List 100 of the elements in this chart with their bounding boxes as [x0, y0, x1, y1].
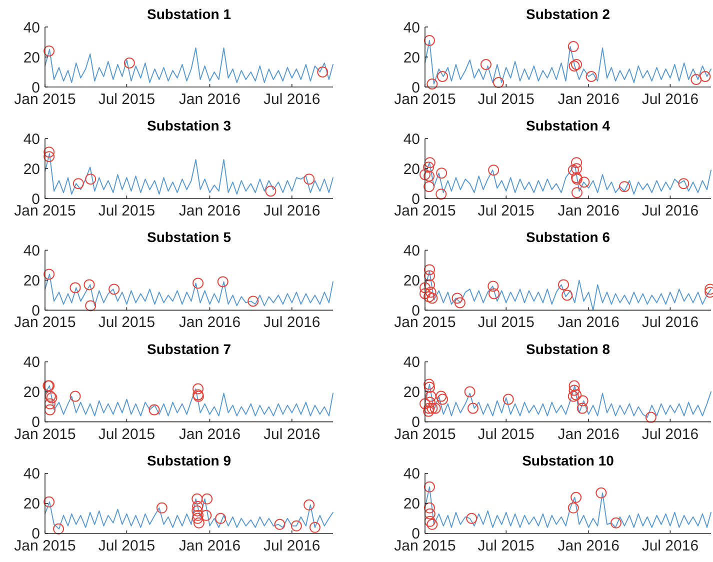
x-tick-label: Jul 2015 — [478, 91, 534, 108]
point — [424, 508, 436, 520]
point — [426, 518, 438, 530]
point — [44, 398, 56, 410]
point — [290, 520, 302, 532]
chart-title: Substation 6 — [526, 229, 610, 246]
point — [678, 178, 690, 190]
chart-title: Substation 2 — [526, 6, 610, 22]
point — [618, 181, 630, 192]
chart-title: Substation 9 — [146, 452, 232, 468]
x-tick-label: Jul 2016 — [264, 537, 320, 554]
y-tick-label: 40 — [403, 19, 420, 36]
point — [424, 402, 435, 414]
point — [502, 394, 514, 405]
point — [70, 390, 81, 402]
y-tick-label: 0 — [32, 526, 40, 543]
x-tick-label: Jul 2016 — [264, 202, 320, 220]
x-tick-label: Jan 2016 — [558, 202, 620, 220]
point — [576, 402, 588, 414]
point — [424, 270, 435, 282]
x-tick-label: Jul 2015 — [478, 314, 534, 332]
y-tick-label: 20 — [403, 49, 420, 66]
point — [424, 35, 435, 46]
y-tick-label: 40 — [403, 130, 420, 148]
y-tick-label: 20 — [403, 272, 420, 290]
x-tick-label: Jan 2016 — [178, 202, 241, 220]
point — [436, 71, 448, 82]
point — [202, 493, 213, 504]
point — [304, 499, 315, 510]
y-tick-label: 0 — [412, 79, 420, 96]
y-tick-label: 40 — [23, 242, 40, 260]
point — [424, 481, 435, 492]
x-tick-label: Jan 2016 — [178, 537, 241, 554]
y-tick-label: 40 — [403, 354, 420, 372]
y-tick-label: 0 — [32, 302, 40, 320]
y-tick-label: 20 — [23, 496, 40, 513]
point — [84, 279, 95, 290]
x-tick-label: Jul 2016 — [642, 202, 699, 220]
y-tick-label: 0 — [412, 190, 420, 208]
point — [44, 146, 55, 158]
x-tick-label: Jul 2016 — [642, 314, 699, 332]
x-tick-label: Jul 2015 — [98, 314, 156, 332]
point — [44, 151, 55, 162]
point — [124, 58, 135, 68]
point — [426, 402, 438, 414]
x-tick-label: Jan 2016 — [178, 314, 241, 332]
point — [464, 386, 476, 398]
point — [424, 516, 436, 527]
point — [420, 169, 430, 180]
point — [424, 170, 435, 182]
y-tick-label: 0 — [412, 526, 420, 543]
chart-title: Substation 5 — [146, 229, 232, 246]
point — [430, 402, 441, 414]
point — [436, 188, 447, 200]
point — [85, 300, 96, 312]
point — [568, 380, 580, 392]
point — [568, 502, 579, 514]
x-tick-label: Jul 2015 — [478, 202, 534, 220]
point — [568, 384, 580, 396]
point — [44, 496, 55, 508]
point — [53, 523, 64, 534]
y-tick-label: 0 — [32, 414, 40, 432]
y-tick-label: 40 — [23, 354, 40, 372]
point — [192, 505, 203, 516]
chart-title: Substation 7 — [146, 340, 232, 357]
point — [568, 60, 580, 72]
point — [70, 282, 81, 294]
point — [578, 176, 590, 188]
x-tick-label: Jan 2016 — [178, 426, 241, 443]
x-tick-label: Jul 2015 — [98, 537, 156, 554]
point — [690, 74, 702, 85]
point — [596, 487, 607, 498]
point — [586, 71, 597, 82]
chart-title: Substation 8 — [526, 340, 610, 357]
point — [192, 512, 204, 524]
point — [466, 512, 478, 524]
point — [488, 280, 499, 292]
point — [423, 162, 434, 173]
point — [467, 402, 478, 414]
point — [571, 59, 582, 70]
point — [425, 286, 436, 298]
point — [577, 395, 588, 406]
x-tick-label: Jul 2016 — [642, 426, 699, 443]
point — [248, 296, 259, 307]
y-tick-label: 40 — [403, 242, 420, 260]
point — [562, 290, 573, 301]
point — [424, 181, 435, 192]
y-tick-label: 0 — [32, 79, 40, 96]
point — [568, 41, 579, 52]
point — [193, 517, 204, 528]
y-tick-label: 0 — [412, 302, 420, 320]
y-tick-label: 20 — [403, 496, 420, 513]
x-tick-label: Jul 2015 — [98, 91, 156, 108]
y-tick-label: 20 — [23, 384, 40, 402]
point — [215, 512, 226, 524]
point — [317, 66, 328, 78]
x-tick-label: Jul 2015 — [98, 426, 156, 443]
point — [423, 406, 434, 417]
point — [454, 297, 466, 308]
point — [192, 493, 203, 504]
